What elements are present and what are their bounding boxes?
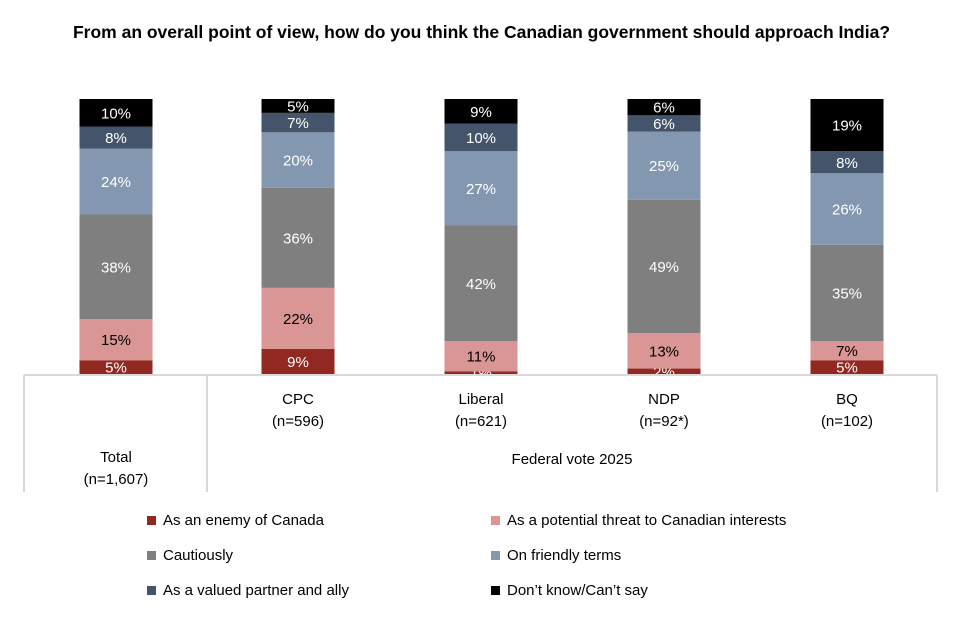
data-label: 5%	[287, 98, 309, 115]
category-cpc: CPC (n=596)	[228, 389, 368, 433]
bar-segment	[444, 225, 518, 341]
category-bq: BQ (n=102)	[777, 389, 917, 433]
bar-segment	[444, 371, 518, 374]
legend-item: Cautiously	[147, 547, 233, 564]
category-n: (n=596)	[271, 413, 325, 430]
data-label: 11%	[467, 349, 496, 366]
bar-segment	[810, 151, 884, 174]
legend-swatch	[147, 516, 156, 525]
category-label: CPC	[282, 391, 314, 408]
legend-label: Don’t know/Can’t say	[507, 582, 648, 599]
data-label: 49%	[649, 259, 679, 276]
data-label: 9%	[470, 104, 492, 121]
chart-title: From an overall point of view, how do yo…	[72, 22, 891, 42]
bar-segment	[444, 99, 518, 124]
legend-swatch	[147, 586, 156, 595]
category-liberal: Liberal (n=621)	[411, 389, 551, 433]
data-label: 36%	[283, 230, 313, 247]
bar-segment	[627, 333, 701, 369]
category-n: (n=621)	[454, 413, 508, 430]
data-label: 35%	[832, 285, 862, 302]
bar-segment	[79, 214, 153, 319]
legend-item: As a potential threat to Canadian intere…	[491, 512, 786, 529]
data-label: 24%	[101, 174, 131, 191]
legend-swatch	[491, 586, 500, 595]
category-label: NDP	[648, 391, 680, 408]
bar-segment	[810, 341, 884, 361]
legend-swatch	[491, 516, 500, 525]
category-total: Total (n=1,607)	[46, 447, 186, 491]
data-label: 7%	[836, 343, 858, 360]
category-label: Liberal	[458, 391, 504, 408]
legend-item: On friendly terms	[491, 547, 621, 564]
data-label: 15%	[101, 332, 131, 349]
bar-segment	[627, 368, 701, 374]
bar-segment	[627, 131, 701, 200]
data-label: 9%	[287, 354, 309, 371]
legend-label: On friendly terms	[507, 547, 622, 564]
legend-swatch	[491, 551, 500, 560]
bar-segment	[810, 173, 884, 245]
data-label: 7%	[287, 115, 309, 132]
data-label: 27%	[466, 181, 496, 198]
group-label: Federal vote 2025	[511, 451, 633, 468]
bar-segment	[79, 360, 153, 374]
data-label: 10%	[466, 130, 496, 147]
data-label: 26%	[832, 202, 862, 219]
bar-segment	[79, 148, 153, 215]
bar-segment	[627, 115, 701, 132]
data-label: 42%	[466, 276, 496, 293]
category-n: (n=102)	[820, 413, 874, 430]
bar-segment	[627, 199, 701, 334]
bar-segment	[261, 132, 335, 188]
bar-segment	[810, 360, 884, 374]
category-label: Total	[100, 449, 132, 466]
data-label: 5%	[105, 360, 127, 377]
data-label: 5%	[836, 360, 858, 377]
legend-label: As a potential threat to Canadian intere…	[507, 512, 787, 529]
bar-segment	[810, 244, 884, 341]
data-label: 8%	[105, 130, 127, 147]
data-label: 20%	[283, 153, 313, 170]
data-label: 10%	[101, 105, 131, 122]
bar-segment	[79, 99, 153, 127]
bar-segment	[810, 99, 884, 152]
legend-item: As a valued partner and ally	[147, 582, 349, 599]
data-label: 6%	[653, 100, 675, 117]
bar-segment	[261, 287, 335, 349]
legend-label: As a valued partner and ally	[163, 582, 349, 599]
data-label: 6%	[653, 116, 675, 133]
data-label: 25%	[649, 158, 679, 175]
bar-segment	[79, 319, 153, 361]
category-label: BQ	[836, 391, 858, 408]
bar-segment	[261, 187, 335, 288]
category-n: (n=1,607)	[83, 471, 149, 488]
bar-segment	[627, 99, 701, 116]
bar-segment	[444, 341, 518, 372]
bar-segment	[261, 99, 335, 113]
legend-label: Cautiously	[163, 547, 234, 564]
bar-segment	[444, 123, 518, 152]
data-label: 38%	[101, 259, 131, 276]
legend-item: Don’t know/Can’t say	[491, 582, 648, 599]
data-label: 13%	[649, 343, 679, 360]
category-n: (n=92*)	[639, 413, 689, 430]
bar-segment	[79, 126, 153, 149]
data-label: 19%	[832, 118, 862, 135]
legend-item: As an enemy of Canada	[147, 512, 324, 529]
legend-label: As an enemy of Canada	[163, 512, 324, 529]
category-ndp: NDP (n=92*)	[594, 389, 734, 433]
bar-segment	[261, 349, 335, 374]
legend-swatch	[147, 551, 156, 560]
bar-segment	[444, 151, 518, 226]
bar-segment	[261, 112, 335, 133]
data-label: 22%	[283, 311, 313, 328]
data-label: 8%	[836, 155, 858, 172]
